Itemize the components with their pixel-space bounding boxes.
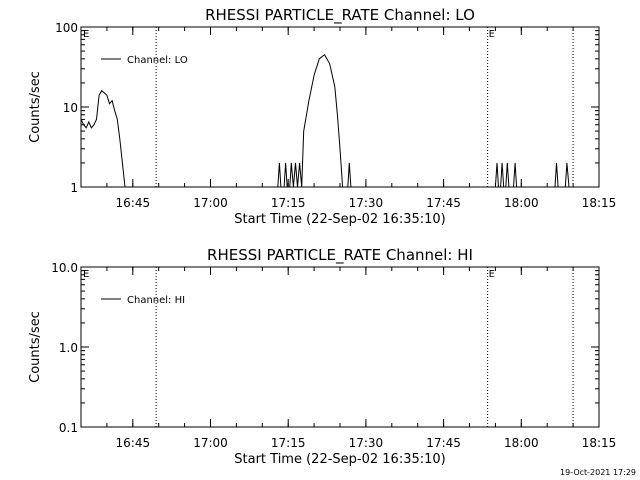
chart-2-y-tick-label: 10.0 <box>51 261 78 275</box>
chart-1-event-marker-label: E <box>83 29 89 40</box>
chart-1-x-tick-label: 17:45 <box>426 196 461 210</box>
chart-1-y-tick-label: 1 <box>70 181 78 195</box>
chart-2-legend-label: Channel: HI <box>127 295 185 306</box>
chart-1-x-tick-label: 17:15 <box>271 196 306 210</box>
chart-1-x-axis-label: Start Time (22-Sep-02 16:35:10) <box>234 212 445 227</box>
chart-1-x-tick-label: 18:00 <box>504 196 539 210</box>
chart-1-series-line <box>80 53 570 188</box>
chart-1-x-tick-label: 17:00 <box>193 196 228 210</box>
chart-2-x-tick-label: 17:00 <box>193 436 228 450</box>
chart-1-event-marker-label: E <box>489 29 495 40</box>
chart-2-y-tick-label: 1.0 <box>59 341 78 355</box>
footer-timestamp: 19-Oct-2021 17:29 <box>560 468 636 477</box>
chart-2-x-tick-label: 18:15 <box>582 436 617 450</box>
chart-1-y-axis-label: Counts/sec <box>28 71 43 143</box>
chart-2-x-tick-label: 17:45 <box>426 436 461 450</box>
chart-1-legend-label: Channel: LO <box>127 55 188 66</box>
chart-2-event-marker-label: E <box>489 269 495 280</box>
chart-2-x-axis-label: Start Time (22-Sep-02 16:35:10) <box>234 452 445 467</box>
chart-2-plot-frame <box>80 266 600 428</box>
chart-1-y-tick-label: 100 <box>55 21 78 35</box>
chart-2-y-axis-label: Counts/sec <box>28 311 43 383</box>
chart-2-y-tick-label: 0.1 <box>59 421 78 435</box>
chart-2-x-tick-label: 18:00 <box>504 436 539 450</box>
chart-2-x-tick-label: 17:15 <box>271 436 306 450</box>
chart-1-title: RHESSI PARTICLE_RATE Channel: LO <box>205 6 475 25</box>
chart-1-x-tick-label: 17:30 <box>349 196 384 210</box>
chart-1-x-tick-label: 18:15 <box>582 196 617 210</box>
chart-2-x-tick-label: 17:30 <box>349 436 384 450</box>
chart-1-y-tick-label: 10 <box>63 101 78 115</box>
chart-1-plot-frame <box>80 26 600 188</box>
chart-2-title: RHESSI PARTICLE_RATE Channel: HI <box>207 246 473 265</box>
chart-2-x-tick-label: 16:45 <box>116 436 151 450</box>
chart-1-x-tick-label: 16:45 <box>116 196 151 210</box>
chart-2-event-marker-label: E <box>83 269 89 280</box>
